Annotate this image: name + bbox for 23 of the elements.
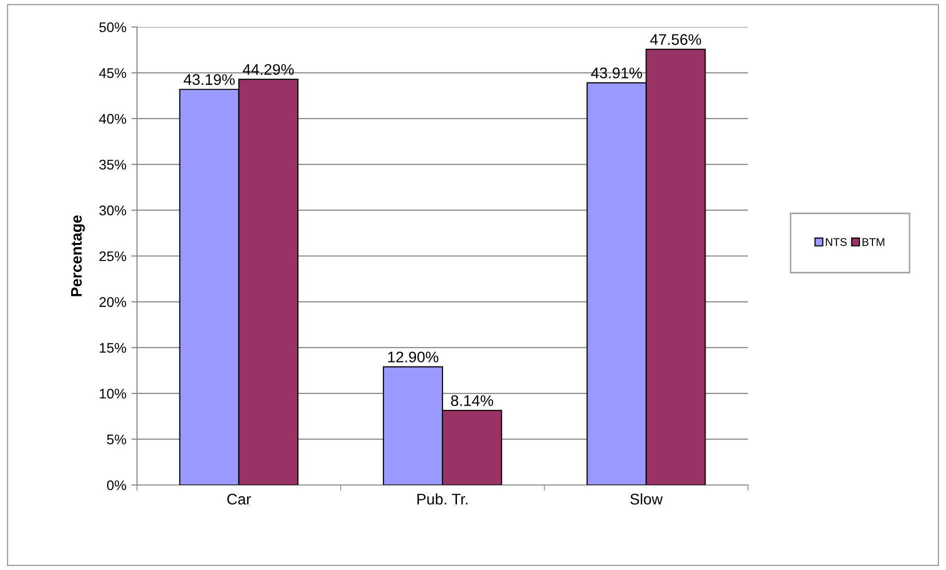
legend-label: NTS (826, 238, 847, 246)
y-tick-label: 10% (100, 388, 126, 399)
y-tick-label: 45% (99, 68, 126, 78)
data-label: 43.19% (184, 74, 235, 85)
y-tick-label: 25% (99, 251, 126, 262)
y-tick-label: 20% (99, 297, 126, 307)
y-tick-label: 50% (99, 22, 126, 32)
y-tick-label: 35% (99, 160, 126, 170)
data-label: 8.14% (451, 395, 494, 406)
data-label: 43.91% (591, 68, 642, 78)
legend-label: BTM (862, 238, 884, 246)
y-tick-label: 5% (107, 434, 126, 444)
data-label: 47.56% (650, 34, 702, 45)
x-tick-label: Pub. Tr. (417, 493, 468, 505)
x-tick-label: Slow (630, 493, 663, 505)
x-tick-label: Car (227, 494, 251, 505)
y-tick-label: 30% (99, 206, 126, 216)
data-label: 44.29% (242, 64, 294, 75)
y-axis-title: Percentage (71, 215, 85, 296)
y-tick-label: 40% (99, 114, 126, 124)
y-tick-label: 15% (100, 342, 126, 353)
y-tick-label: 0% (107, 480, 126, 490)
data-label: 12.90% (388, 352, 438, 362)
